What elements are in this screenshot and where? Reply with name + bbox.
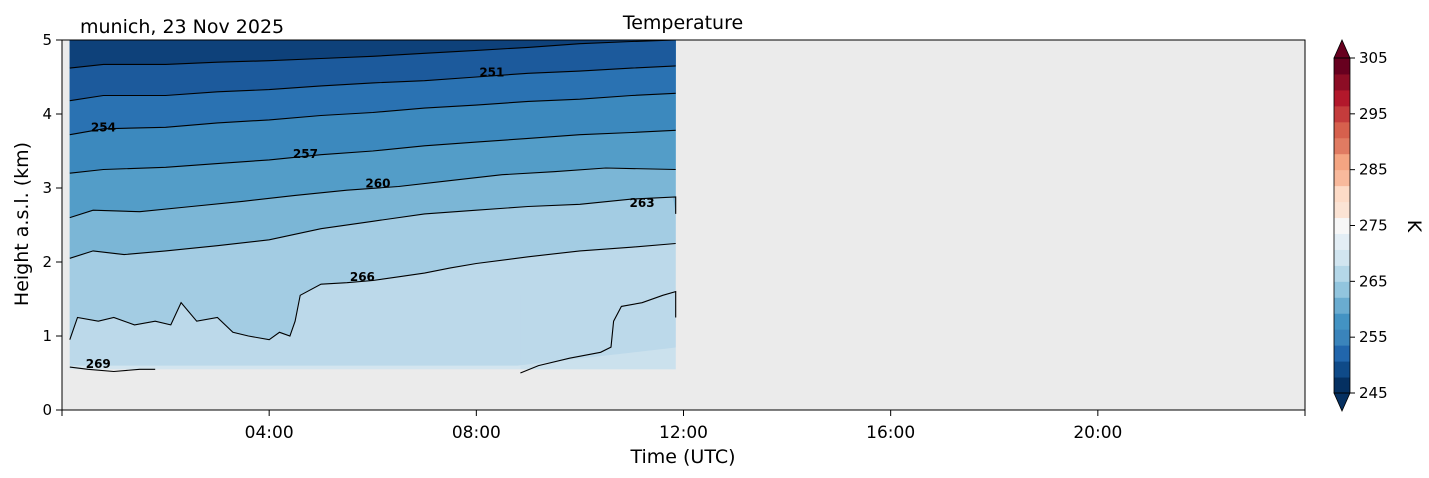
contour-label: 269 — [86, 357, 111, 371]
contour-line-269 — [520, 290, 677, 374]
colorbar-swatch — [1334, 377, 1350, 394]
contour-label: 251 — [479, 66, 504, 80]
colorbar-swatch — [1334, 297, 1350, 314]
colorbar-swatch — [1334, 217, 1350, 234]
colorbar-swatch — [1334, 58, 1350, 75]
y-tick-label: 4 — [42, 105, 52, 123]
contour-line-260 — [69, 167, 676, 219]
chart-subtitle: munich, 23 Nov 2025 — [80, 16, 284, 38]
chart-title: Temperature — [622, 12, 743, 34]
colorbar-swatch — [1334, 313, 1350, 330]
colorbar-swatch — [1334, 361, 1350, 378]
colorbar-swatch — [1334, 185, 1350, 203]
contour-line-266 — [69, 242, 676, 341]
x-tick-label: 12:00 — [659, 423, 708, 443]
contour-line-254 — [69, 92, 676, 136]
colorbar-tick-label: 255 — [1359, 328, 1388, 346]
contour-label: 257 — [293, 147, 318, 161]
colorbar-tick-label: 285 — [1359, 161, 1388, 179]
x-tick-label: 08:00 — [452, 423, 501, 443]
fill-patch — [520, 295, 676, 370]
contour-line-269 — [69, 366, 156, 373]
colorbar-tick-label: 265 — [1359, 272, 1388, 290]
colorbar-tick-label: 295 — [1359, 105, 1388, 123]
colorbar-swatch — [1334, 265, 1350, 282]
contour-label: 263 — [630, 196, 655, 210]
contour-label: 254 — [91, 120, 116, 134]
contour-label: 266 — [350, 270, 375, 284]
y-tick-label: 5 — [42, 31, 52, 49]
colorbar-swatch — [1334, 345, 1350, 362]
colorbar-label: K — [1403, 220, 1425, 233]
colorbar: 245 255 265 275 285 295 305 — [1333, 39, 1388, 412]
colorbar-extend-min — [1333, 392, 1351, 412]
colorbar-swatch — [1334, 89, 1350, 107]
colorbar-swatch — [1334, 169, 1350, 187]
y-axis: 0 1 2 3 4 5 — [42, 31, 62, 419]
x-tick-label: 04:00 — [245, 423, 294, 443]
colorbar-swatch — [1334, 233, 1350, 250]
colorbar-swatch — [1334, 73, 1350, 91]
temperature-fill — [69, 40, 676, 370]
colorbar-tick-label: 245 — [1359, 384, 1388, 402]
y-tick-label: 1 — [42, 327, 52, 345]
colorbar-swatch — [1334, 329, 1350, 346]
x-tick-label: 16:00 — [866, 423, 915, 443]
colorbar-swatch — [1334, 137, 1350, 155]
y-tick-label: 2 — [42, 253, 52, 271]
colorbar-swatch — [1334, 121, 1350, 139]
contour-lines: 266 263 260 257 254 251 269 — [69, 39, 677, 374]
contour-line-248 — [69, 39, 676, 69]
colorbar-extend-max — [1333, 39, 1351, 59]
y-tick-label: 3 — [42, 179, 52, 197]
colorbar-swatch — [1334, 281, 1350, 298]
x-tick-label: 20:00 — [1073, 423, 1122, 443]
contour-label: 260 — [365, 177, 390, 191]
x-axis: 04:00 08:00 12:00 16:00 20:00 — [61, 410, 1306, 443]
colorbar-swatch — [1334, 153, 1350, 171]
x-axis-label: Time (UTC) — [629, 446, 735, 468]
contour-line-257 — [69, 129, 676, 174]
y-tick-label: 0 — [42, 401, 52, 419]
fill-band — [69, 40, 676, 69]
contour-line-251 — [69, 65, 676, 102]
colorbar-swatch — [1334, 249, 1350, 266]
colorbar-tick-label: 305 — [1359, 49, 1388, 67]
contour-line-263 — [69, 196, 677, 259]
y-axis-label: Height a.s.l. (km) — [11, 142, 33, 306]
colorbar-swatch — [1334, 201, 1350, 219]
colorbar-tick-label: 275 — [1359, 217, 1388, 235]
colorbar-swatch — [1334, 105, 1350, 123]
